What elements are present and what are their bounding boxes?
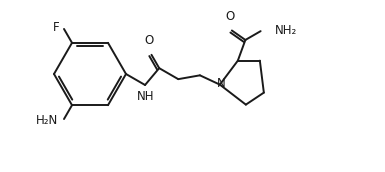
- Text: N: N: [216, 77, 225, 90]
- Text: F: F: [52, 22, 59, 34]
- Text: H₂N: H₂N: [36, 114, 58, 127]
- Text: NH₂: NH₂: [275, 24, 297, 37]
- Text: O: O: [225, 10, 234, 24]
- Text: O: O: [145, 34, 154, 47]
- Text: NH: NH: [137, 90, 155, 103]
